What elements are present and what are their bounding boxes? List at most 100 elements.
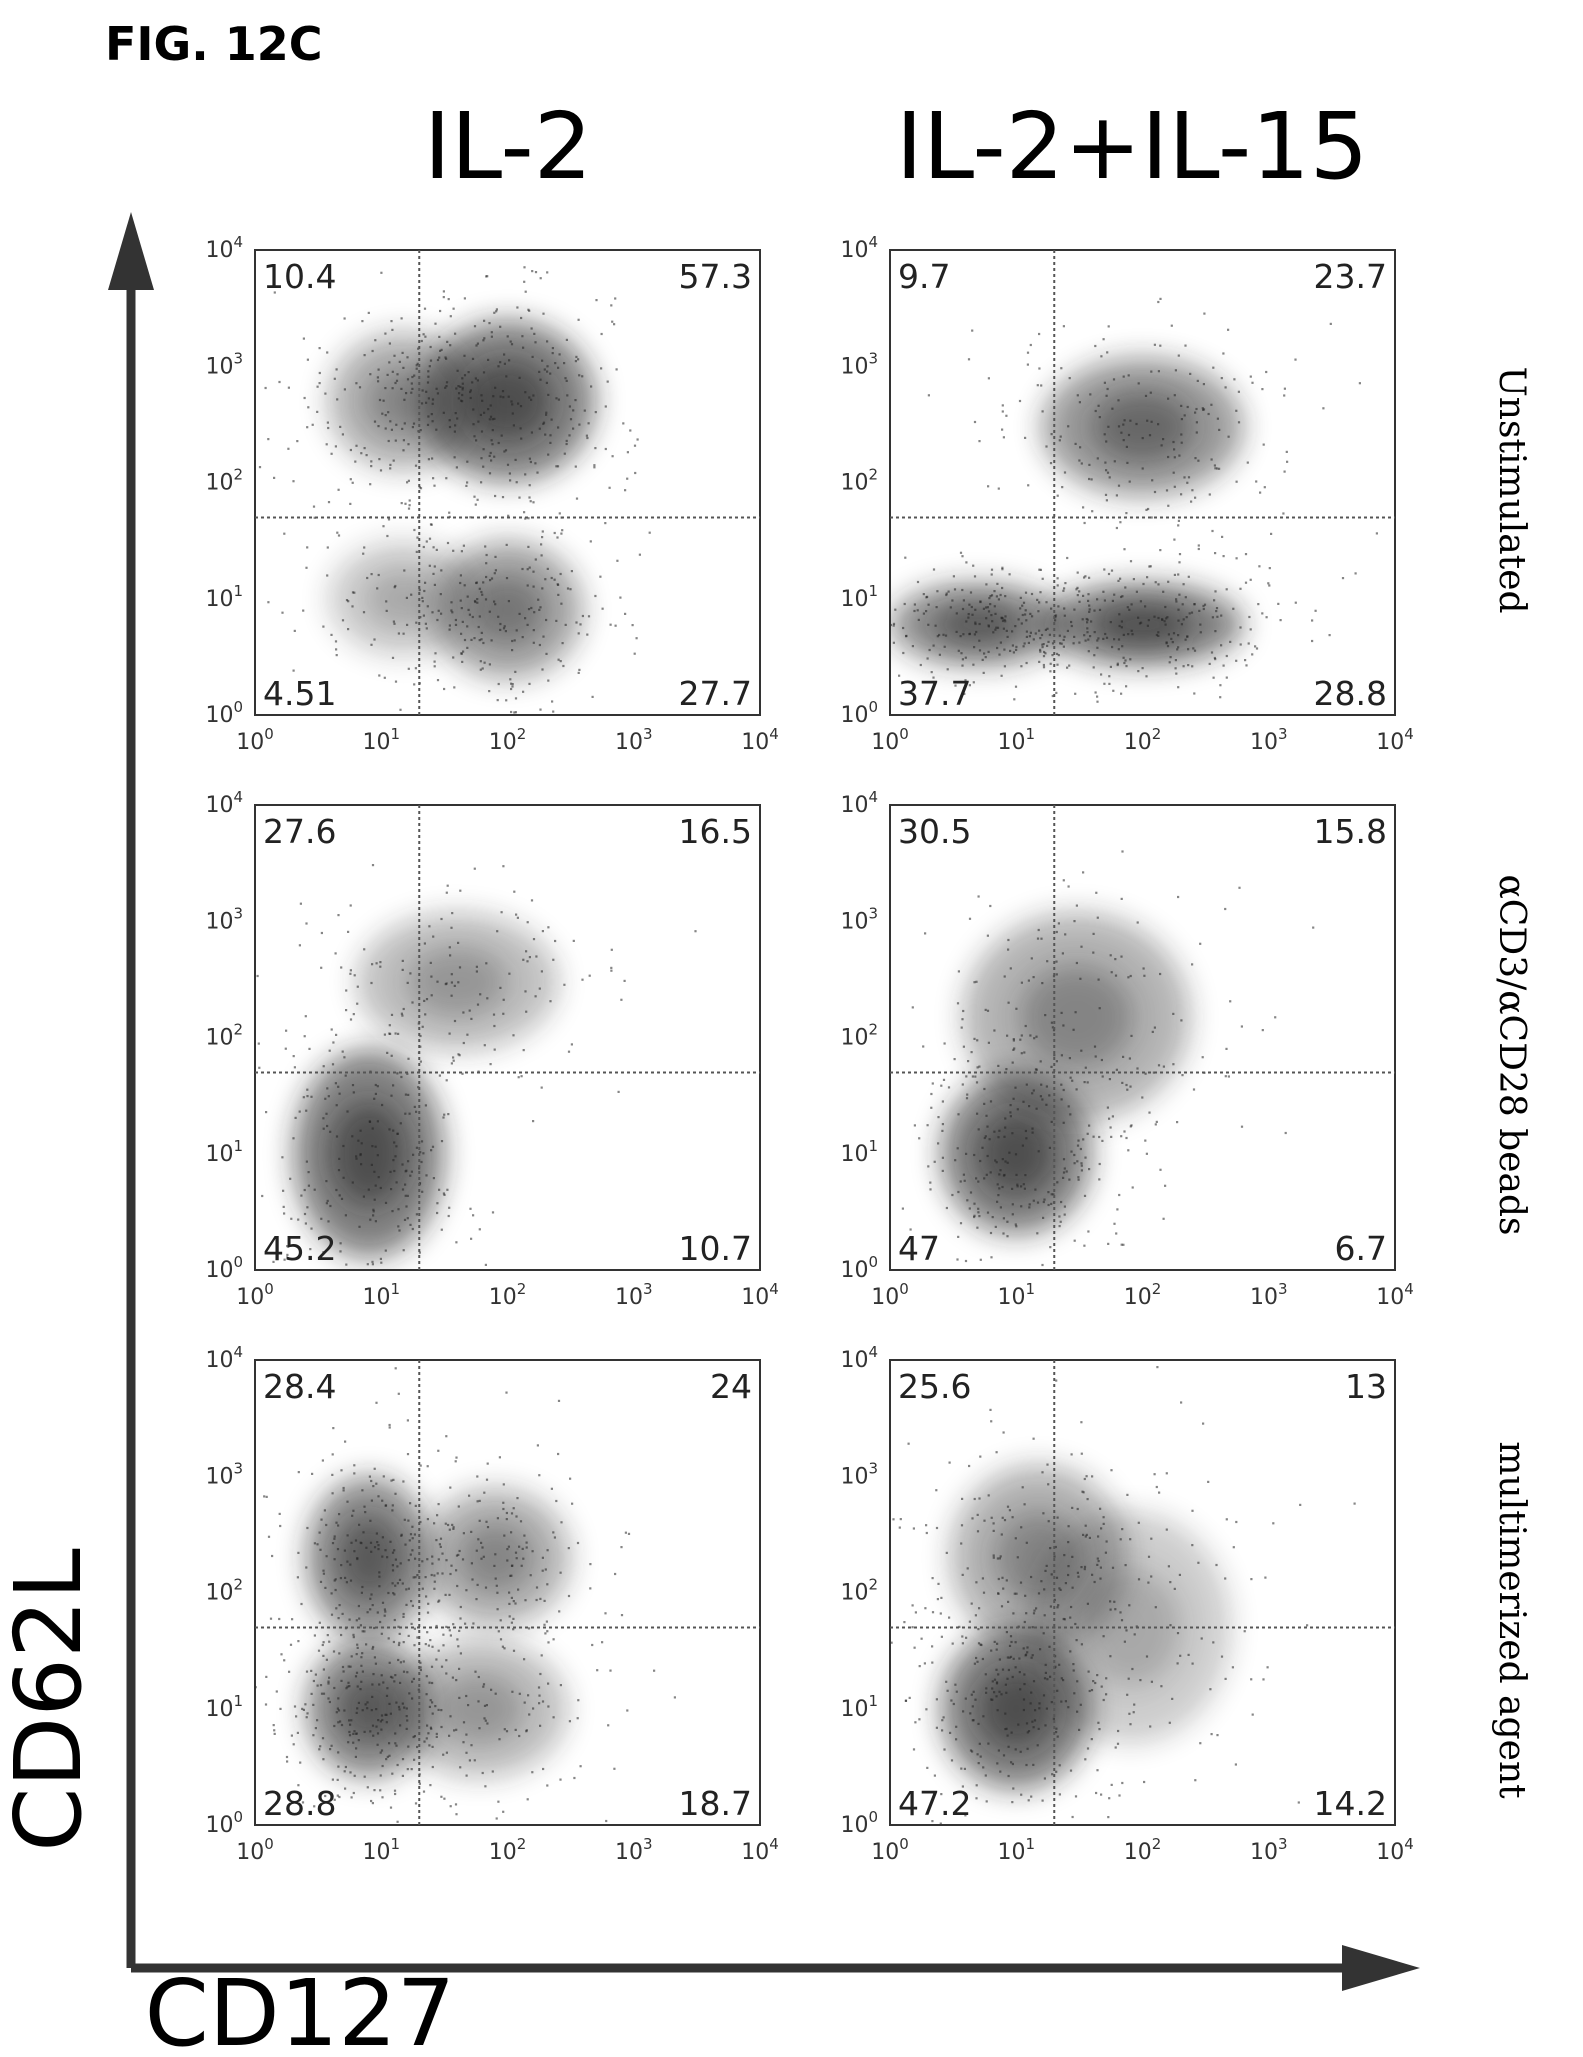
event-dot bbox=[1008, 1151, 1011, 1154]
event-dot bbox=[482, 1555, 485, 1558]
event-dot bbox=[1020, 1793, 1023, 1796]
column-title-il2: IL-2 bbox=[424, 93, 593, 200]
event-dot bbox=[557, 593, 560, 596]
event-dot bbox=[352, 1633, 355, 1636]
event-dot bbox=[1052, 1029, 1056, 1032]
event-dot bbox=[904, 556, 907, 559]
event-dot bbox=[1030, 1691, 1033, 1694]
event-dot bbox=[511, 649, 514, 652]
event-dot bbox=[409, 1502, 412, 1505]
event-dot bbox=[457, 1553, 460, 1556]
event-dot bbox=[954, 1683, 957, 1686]
panel-frame bbox=[254, 1359, 761, 1826]
event-dot bbox=[1139, 600, 1142, 603]
event-dot bbox=[1250, 1578, 1253, 1581]
event-dot bbox=[322, 1127, 325, 1130]
event-dot bbox=[1029, 1702, 1032, 1705]
density-core bbox=[365, 366, 442, 437]
event-dot bbox=[306, 426, 309, 429]
event-dot bbox=[636, 438, 639, 441]
event-dot bbox=[404, 502, 407, 505]
event-dot bbox=[515, 913, 518, 916]
event-dot bbox=[960, 1026, 963, 1029]
event-dot bbox=[513, 890, 516, 893]
event-dot bbox=[977, 1762, 980, 1765]
event-dot bbox=[855, 643, 857, 645]
event-dot bbox=[1250, 1678, 1253, 1681]
event-dot bbox=[443, 1113, 446, 1116]
event-dot bbox=[962, 1710, 965, 1713]
event-dot bbox=[433, 1580, 436, 1583]
event-dot bbox=[359, 1129, 362, 1132]
event-dot bbox=[975, 1081, 979, 1084]
event-dot bbox=[1074, 442, 1077, 445]
event-dot bbox=[314, 1727, 317, 1730]
event-dot bbox=[506, 463, 510, 466]
event-dot bbox=[503, 1728, 506, 1731]
panel-frame bbox=[889, 804, 1396, 1271]
event-dot bbox=[1125, 685, 1128, 688]
event-dot bbox=[379, 1257, 382, 1260]
event-dot bbox=[544, 578, 547, 581]
event-dot bbox=[485, 1478, 489, 1481]
event-dot bbox=[445, 1659, 448, 1662]
event-dot bbox=[381, 412, 384, 415]
event-dot bbox=[974, 622, 977, 626]
event-dot bbox=[375, 1401, 378, 1404]
event-dot bbox=[940, 1084, 943, 1087]
event-dot bbox=[461, 400, 464, 403]
event-dot bbox=[439, 1537, 443, 1540]
event-dot bbox=[1247, 642, 1250, 645]
event-dot bbox=[1111, 1115, 1114, 1118]
event-dot bbox=[983, 1136, 986, 1140]
event-dot bbox=[477, 625, 480, 629]
event-dot bbox=[1098, 608, 1102, 611]
event-dot bbox=[528, 566, 531, 569]
event-dot bbox=[977, 1836, 979, 1838]
event-dot bbox=[391, 1582, 394, 1585]
event-dot bbox=[499, 1638, 503, 1641]
event-dot bbox=[1062, 638, 1065, 641]
event-dot bbox=[1224, 1677, 1227, 1680]
event-dot bbox=[1145, 1655, 1149, 1658]
event-dot bbox=[337, 1085, 340, 1088]
event-dot bbox=[951, 599, 954, 602]
event-dot bbox=[441, 1572, 444, 1575]
event-dot bbox=[401, 1163, 404, 1166]
event-dot bbox=[377, 1176, 380, 1179]
event-dot bbox=[982, 671, 985, 674]
event-dot bbox=[622, 422, 625, 425]
event-dot bbox=[546, 340, 549, 343]
event-dot bbox=[415, 1213, 418, 1216]
event-dot bbox=[281, 1156, 284, 1159]
event-dot bbox=[971, 1517, 974, 1520]
event-dot bbox=[453, 1019, 457, 1023]
event-dot bbox=[328, 1700, 331, 1704]
event-dot bbox=[894, 608, 897, 611]
event-dot bbox=[430, 1665, 434, 1668]
event-dot bbox=[1119, 1538, 1122, 1541]
event-dot bbox=[539, 708, 542, 711]
event-dot bbox=[961, 555, 964, 558]
event-dot bbox=[1067, 1706, 1070, 1709]
event-dot bbox=[510, 682, 513, 685]
event-dot bbox=[1132, 1711, 1135, 1714]
event-dot bbox=[349, 502, 352, 505]
event-dot bbox=[313, 1542, 316, 1545]
quadrant-value-lower-right: 27.7 bbox=[679, 674, 752, 713]
event-dot bbox=[1137, 1578, 1141, 1581]
event-dot bbox=[550, 1487, 553, 1490]
event-dot bbox=[925, 610, 928, 613]
event-dot bbox=[564, 623, 567, 626]
event-dot bbox=[949, 1731, 952, 1734]
event-dot bbox=[559, 1684, 562, 1687]
event-dot bbox=[1191, 1662, 1194, 1665]
event-dot bbox=[1118, 1193, 1121, 1197]
event-dot bbox=[1216, 467, 1219, 470]
event-dot bbox=[445, 982, 448, 985]
event-dot bbox=[436, 1514, 439, 1517]
event-dot bbox=[1039, 1060, 1042, 1063]
event-dot bbox=[532, 938, 536, 941]
event-dot bbox=[872, 650, 874, 652]
y-tick-label: 101 bbox=[205, 1692, 243, 1722]
